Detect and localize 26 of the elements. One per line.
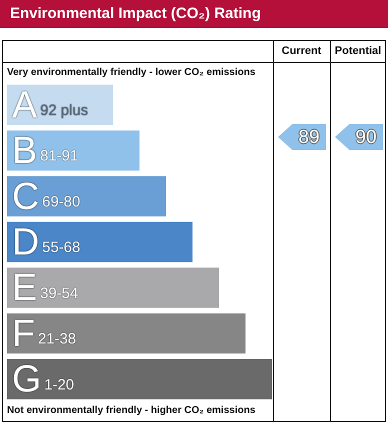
y-tick-label: C <box>12 176 40 218</box>
y-tick-label: F <box>12 312 35 355</box>
y-tick-label: E <box>12 267 38 310</box>
annotation: 81-91 <box>40 148 78 165</box>
bar <box>7 359 272 400</box>
bar <box>7 176 166 216</box>
annotation: 55-68 <box>42 239 80 256</box>
y-tick-label: B <box>12 130 38 172</box>
bar <box>7 313 246 354</box>
bar <box>7 268 219 308</box>
annotation: 69-80 <box>42 193 80 210</box>
annotation: 21-38 <box>38 330 76 348</box>
bar <box>7 222 192 262</box>
bar <box>7 84 113 125</box>
text: Potential <box>334 45 382 57</box>
text: Very environmentally friendly - lower CO₂ emissions <box>7 67 256 78</box>
annotation: Not environmentally friendly - higher CO₂ emissions <box>7 405 256 416</box>
annotation: 39-54 <box>40 284 78 302</box>
y-tick-label: D <box>12 221 40 264</box>
y-tick-label: G <box>12 358 42 401</box>
chart-title: Environmental Impact (CO₂) Rating <box>10 5 261 22</box>
y-tick-label: A <box>12 84 38 126</box>
annotation: 1-20 <box>44 376 74 394</box>
text: Current <box>280 45 322 57</box>
bar <box>7 130 140 171</box>
annotation: 92 plus <box>40 102 88 120</box>
